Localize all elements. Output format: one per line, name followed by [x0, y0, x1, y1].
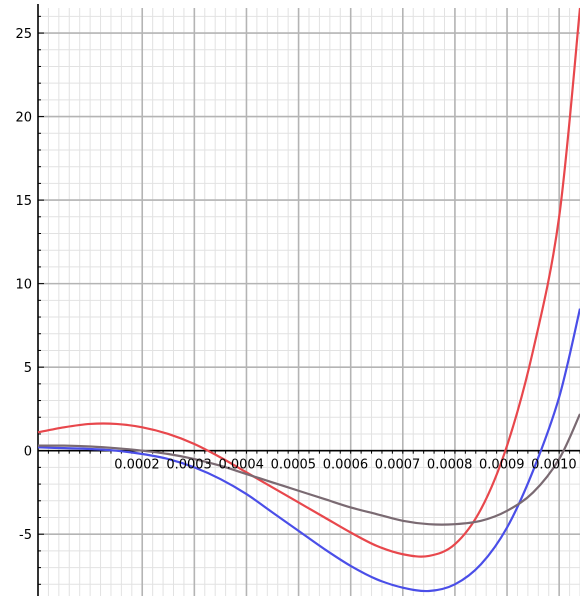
x-tick-label: 0.0003: [166, 458, 212, 473]
y-tick-label: 5: [24, 361, 32, 376]
series-layer: [37, 7, 580, 593]
y-tick-label: 0: [24, 445, 32, 460]
x-tick-label: 0.0006: [323, 458, 369, 473]
y-tick-label: 10: [15, 278, 32, 293]
x-tick-label: 0.0004: [218, 458, 264, 473]
y-tick-label: 15: [15, 194, 32, 209]
grid-major: [38, 8, 580, 596]
series-line-1: [37, 7, 580, 558]
x-tick-label: 0.0005: [271, 458, 317, 473]
x-tick-label: 0.0008: [427, 458, 473, 473]
series-line-2: [37, 308, 580, 593]
y-tick-label: 25: [15, 27, 32, 42]
x-tick-label: 0.0002: [114, 458, 160, 473]
ticks-layer: 0.0002 0.0003 0.0004 0.0005 0.0006 0.0007 0.00…: [15, 27, 576, 543]
x-tick-label: 0.0007: [375, 458, 421, 473]
y-tick-label: -5: [19, 528, 32, 543]
series-line-3: [37, 413, 580, 526]
y-tick-label: 20: [15, 111, 32, 126]
x-tick-label: 0.0009: [479, 458, 525, 473]
x-tick-label: 0.0010: [531, 458, 577, 473]
